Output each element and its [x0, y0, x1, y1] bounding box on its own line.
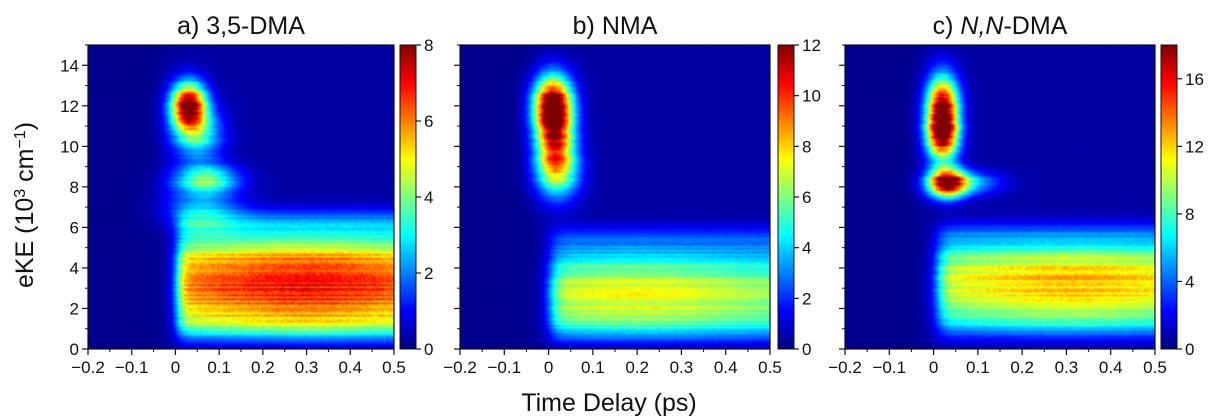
colorbar-tick-label: 2	[802, 289, 811, 308]
colorbar-tick-label: 0	[802, 340, 811, 359]
colorbar-tick-label: 8	[802, 137, 811, 156]
colorbar	[399, 44, 417, 350]
colorbar	[1160, 44, 1178, 350]
x-tick-label: 0	[544, 358, 553, 377]
x-tick-label: 0.3	[1055, 358, 1079, 377]
colorbar-tick-label: 0	[1185, 340, 1194, 359]
y-tick-label: 12	[60, 97, 79, 116]
x-tick-label: 0.1	[207, 358, 231, 377]
panel-2: −0.2 −0.1 0 0.1 0.2 0.3 0.4 0.5 b) NMA 0 2 4 6 8 10 12	[443, 12, 821, 377]
x-tick-label: −0.2	[828, 358, 862, 377]
colorbar-tick-label: 10	[802, 87, 821, 106]
x-tick-label: 0.4	[1099, 358, 1123, 377]
x-tick-label: 0.4	[714, 358, 738, 377]
panel-title: c) N,N-DMA	[933, 12, 1068, 40]
colorbar-tick-label: 4	[424, 188, 433, 207]
colorbar-tick-label: 8	[424, 36, 433, 55]
x-tick-label: 0	[171, 358, 180, 377]
x-tick-label: 0.1	[966, 358, 990, 377]
x-tick-label: 0.5	[758, 358, 782, 377]
x-tick-label: 0.3	[670, 358, 694, 377]
colorbar-tick-label: 0	[424, 340, 433, 359]
panel-title: a) 3,5-DMA	[177, 12, 305, 40]
y-tick-label: 6	[70, 218, 79, 237]
x-tick-label: 0.5	[382, 358, 406, 377]
y-tick-label: 10	[60, 137, 79, 156]
colorbar-tick-label: 12	[802, 36, 821, 55]
x-tick-label: 0.3	[295, 358, 319, 377]
colorbar-tick-label: 12	[1185, 137, 1204, 156]
colorbar-tick-label: 4	[802, 239, 811, 258]
y-tick-label: 4	[70, 259, 79, 278]
x-tick-label: 0.2	[625, 358, 649, 377]
x-tick-label: 0.5	[1143, 358, 1167, 377]
colorbar-tick-label: 4	[1185, 272, 1194, 291]
x-tick-label: 0.2	[1010, 358, 1034, 377]
colorbar-tick-label: 6	[424, 112, 433, 131]
panel-1: −0.2 −0.1 0 0.1 0.2 0.3 0.4 0.5 0 2 4 6 8 10 12 14 a) 3,…	[60, 12, 433, 377]
panel-title: b) NMA	[573, 12, 658, 40]
x-tick-label: −0.2	[443, 358, 477, 377]
heatmap-image	[460, 45, 770, 349]
shared-y-axis-label: eKE (103 cm−1)	[11, 122, 39, 288]
y-tick-label: 2	[70, 299, 79, 318]
x-tick-label: −0.1	[488, 358, 522, 377]
colorbar-tick-label: 6	[802, 188, 811, 207]
y-tick-label: 14	[60, 56, 79, 75]
x-tick-label: 0.1	[581, 358, 605, 377]
x-tick-label: −0.1	[873, 358, 907, 377]
y-tick-label: 0	[70, 340, 79, 359]
colorbar	[777, 44, 795, 350]
x-tick-label: 0	[929, 358, 938, 377]
colorbar-tick-label: 16	[1185, 70, 1204, 89]
x-tick-label: −0.1	[115, 358, 149, 377]
shared-x-axis-label: Time Delay (ps)	[521, 389, 697, 417]
x-tick-label: 0.4	[338, 358, 362, 377]
colorbar-tick-label: 8	[1185, 205, 1194, 224]
heatmap-image	[845, 45, 1155, 349]
panel-3: −0.2 −0.1 0 0.1 0.2 0.3 0.4 0.5 c) N,N-DMA 0 4 8 12 1…	[828, 12, 1204, 377]
colorbar-tick-label: 2	[424, 264, 433, 283]
x-tick-label: −0.2	[71, 358, 105, 377]
heatmap-image	[88, 45, 394, 349]
x-tick-label: 0.2	[251, 358, 275, 377]
panels: −0.2 −0.1 0 0.1 0.2 0.3 0.4 0.5 0 2 4 6 8 10 12 14 a) 3,…	[60, 12, 1204, 377]
y-tick-label: 8	[70, 178, 79, 197]
